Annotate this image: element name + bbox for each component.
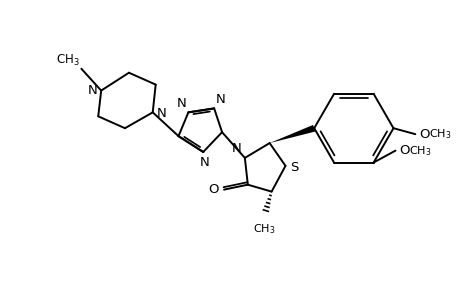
Text: O: O	[398, 144, 409, 157]
Text: N: N	[216, 93, 225, 106]
Text: CH$_3$: CH$_3$	[409, 144, 431, 158]
Text: CH$_3$: CH$_3$	[56, 53, 79, 68]
Text: S: S	[290, 161, 298, 174]
Text: O: O	[208, 183, 218, 196]
Text: N: N	[176, 98, 186, 110]
Text: N: N	[87, 84, 97, 97]
Text: CH$_3$: CH$_3$	[253, 222, 275, 236]
Polygon shape	[269, 125, 314, 143]
Text: N: N	[199, 156, 209, 169]
Text: N: N	[232, 142, 241, 155]
Text: CH$_3$: CH$_3$	[428, 127, 451, 141]
Text: N: N	[157, 107, 166, 120]
Text: O: O	[418, 128, 429, 141]
